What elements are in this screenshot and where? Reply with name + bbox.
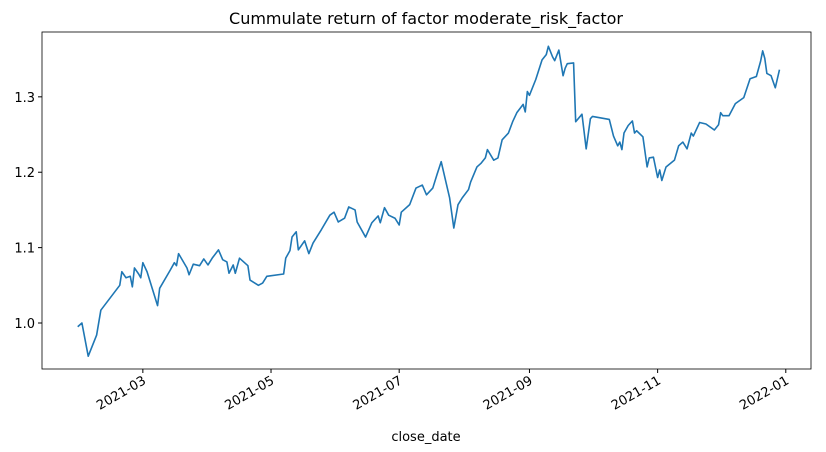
x-tick-label: 2021-07 xyxy=(351,373,406,413)
x-tick-label: 2021-03 xyxy=(94,373,149,413)
chart-title: Cummulate return of factor moderate_risk… xyxy=(229,9,623,29)
y-tick-label: 1.0 xyxy=(14,317,35,332)
y-tick-label: 1.3 xyxy=(14,91,35,106)
y-tick-label: 1.2 xyxy=(14,166,35,181)
x-tick-label: 2021-05 xyxy=(222,373,277,413)
x-tick-label: 2021-09 xyxy=(481,373,536,413)
x-axis-label: close_date xyxy=(391,430,460,445)
plot-frame xyxy=(41,31,812,370)
x-tick-label: 2021-11 xyxy=(609,373,664,413)
x-tick-label: 2022-01 xyxy=(737,373,792,413)
data-line xyxy=(77,45,781,357)
y-tick-label: 1.1 xyxy=(14,242,35,257)
